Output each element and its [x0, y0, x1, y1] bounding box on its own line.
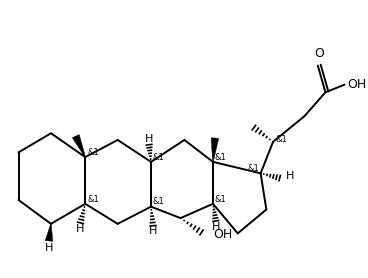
- Text: &1: &1: [87, 195, 99, 203]
- Text: H: H: [212, 222, 220, 232]
- Text: &1: &1: [276, 135, 288, 145]
- Polygon shape: [72, 135, 85, 157]
- Text: H: H: [286, 171, 294, 181]
- Text: &1: &1: [153, 153, 165, 162]
- Text: H: H: [45, 243, 53, 253]
- Text: &1: &1: [87, 148, 99, 157]
- Text: H: H: [145, 134, 153, 144]
- Text: OH: OH: [213, 228, 232, 241]
- Text: H: H: [76, 224, 85, 234]
- Text: O: O: [314, 47, 324, 60]
- Text: &1: &1: [215, 153, 227, 162]
- Text: &1: &1: [215, 195, 227, 203]
- Text: &1: &1: [247, 164, 259, 173]
- Polygon shape: [211, 138, 219, 162]
- Text: H: H: [149, 227, 157, 237]
- Polygon shape: [45, 224, 53, 241]
- Text: &1: &1: [153, 197, 165, 206]
- Text: OH: OH: [347, 78, 367, 91]
